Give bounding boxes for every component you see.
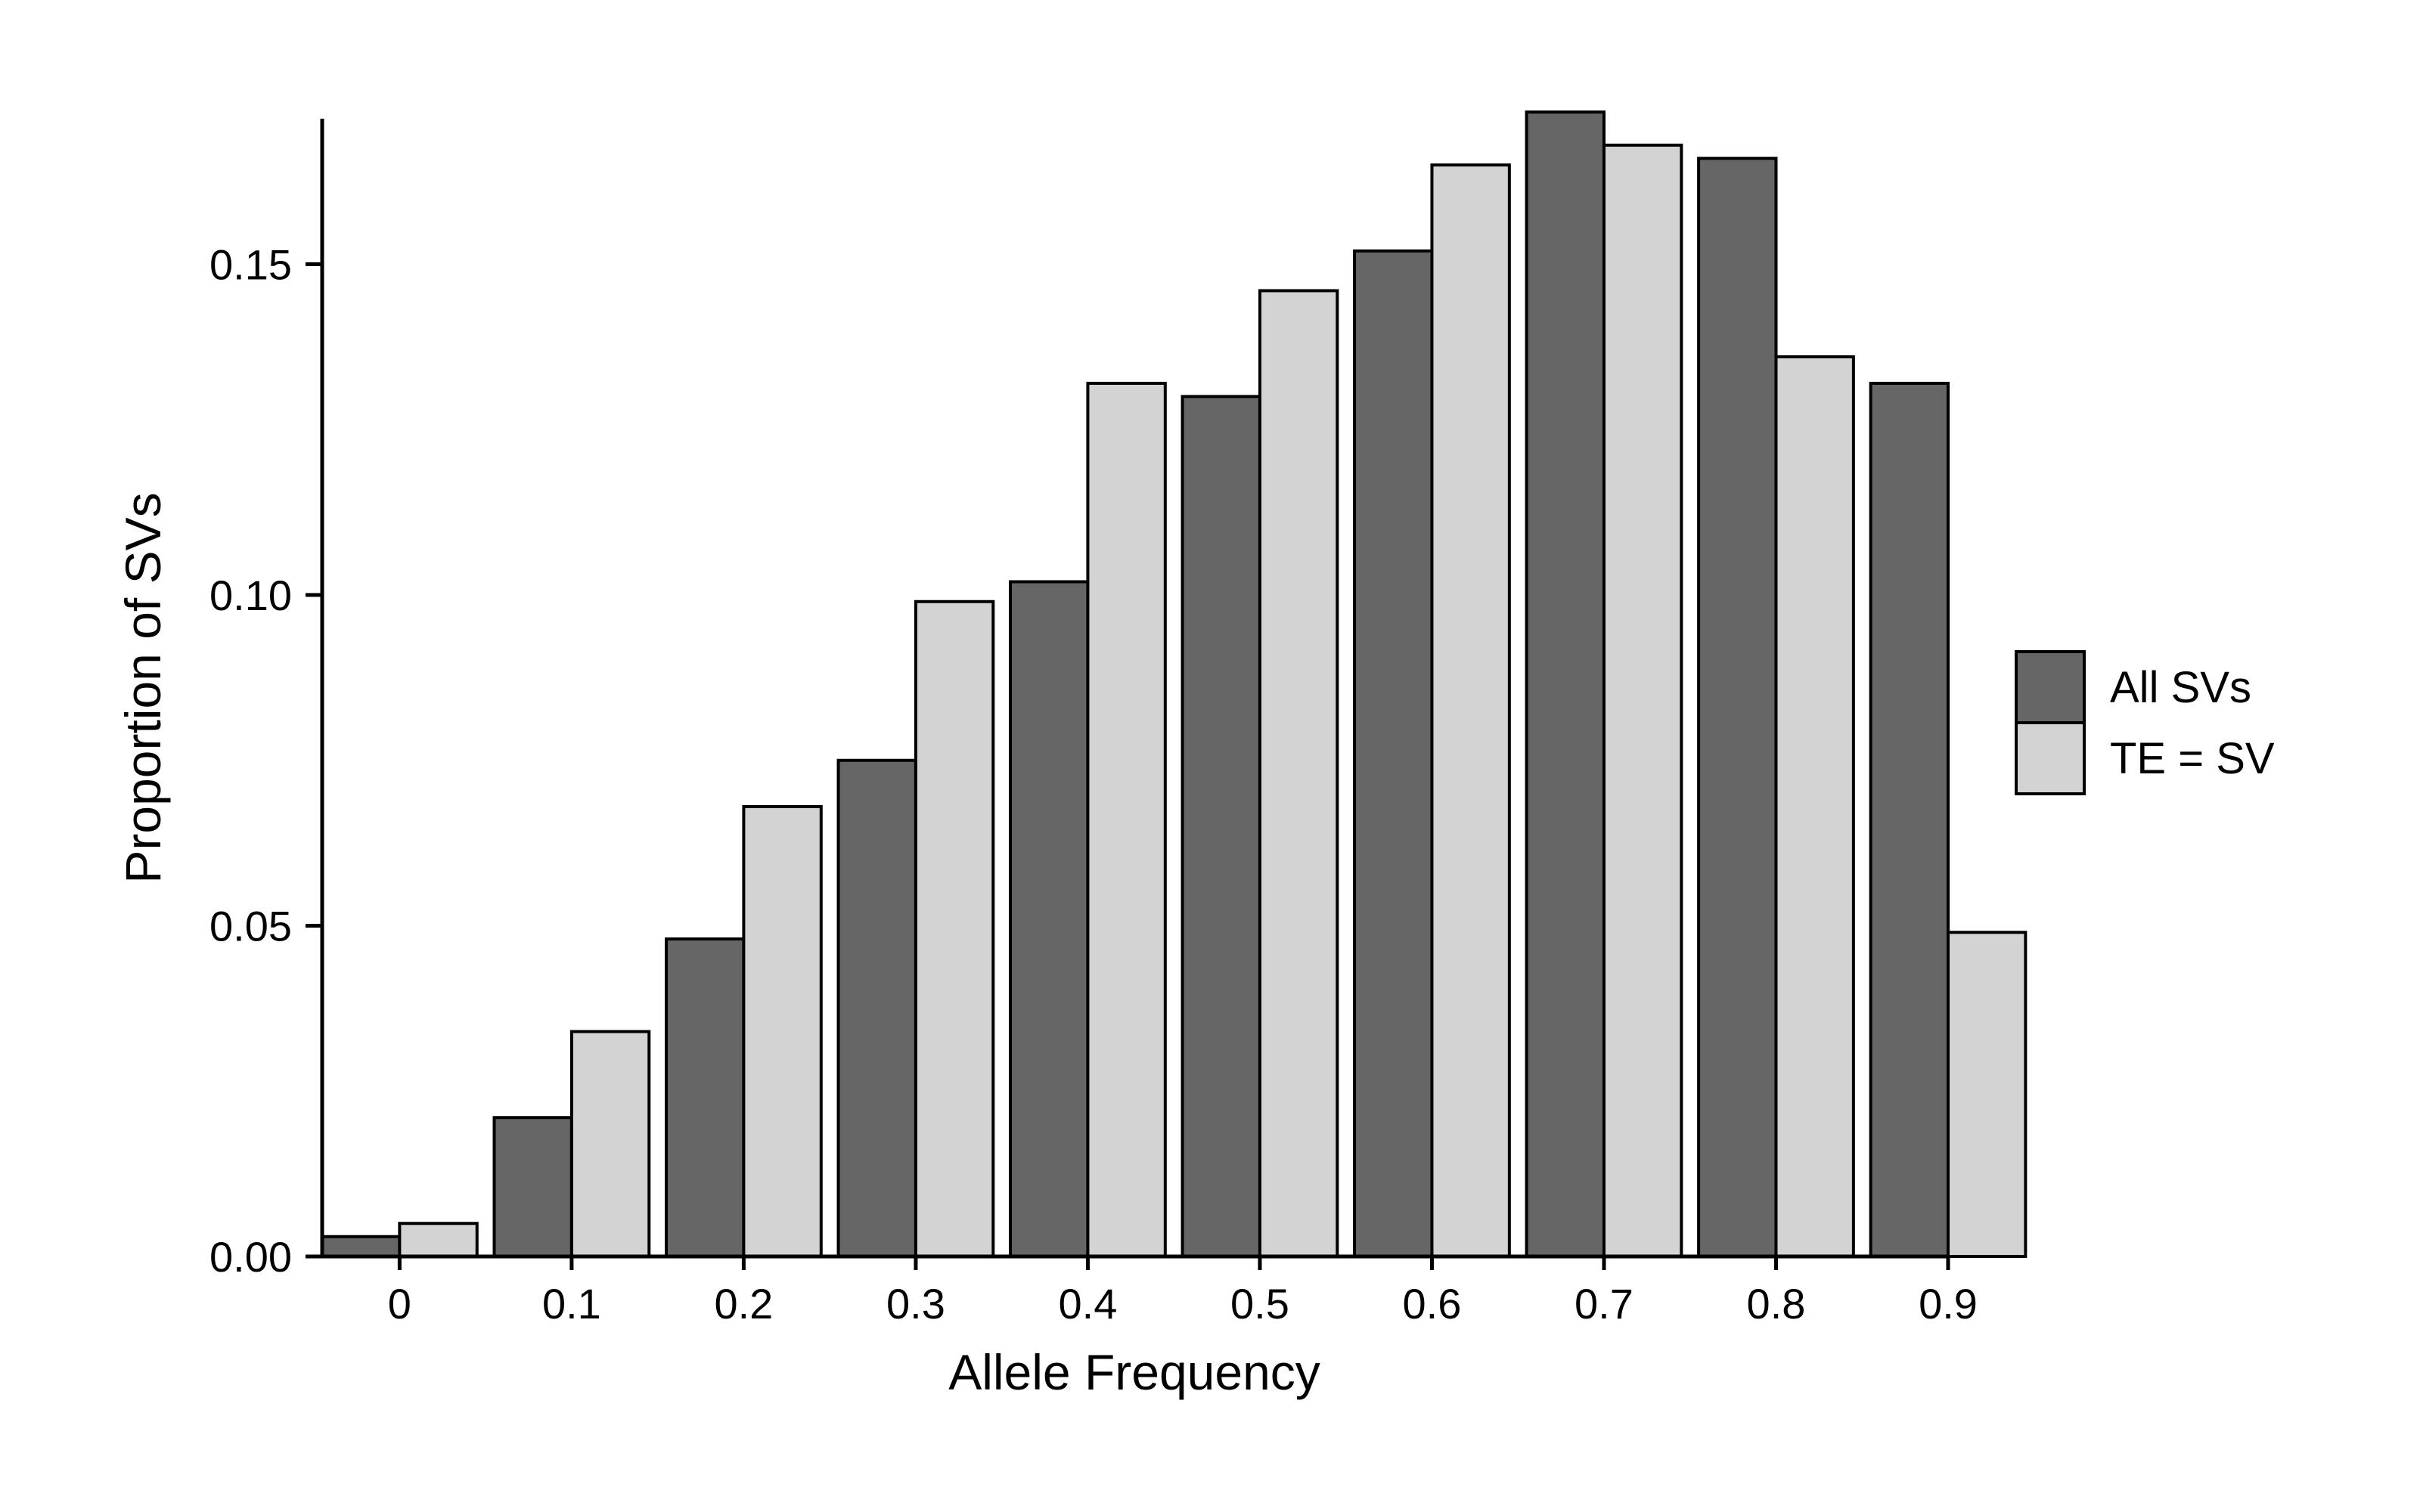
bar-all-svs-4 [1009,580,1090,1258]
bar-all-svs-5 [1181,395,1261,1258]
bar-te-sv-3 [914,600,995,1258]
y-axis-title: Proportion of SVs [115,492,171,883]
bar-all-svs-8 [1697,156,1778,1258]
legend: All SVs TE = SV [2015,650,2275,795]
bar-all-svs-7 [1525,110,1606,1258]
bar-all-svs-3 [836,758,917,1258]
bar-te-sv-1 [569,1030,651,1258]
bar-all-svs-6 [1353,249,1434,1258]
y-tick-label: 0.05 [209,903,292,950]
legend-swatch-te-sv [2015,721,2086,795]
y-tick-label: 0.00 [209,1233,292,1281]
x-axis-ticks: 0 0.1 0.2 0.3 0.4 0.5 0.6 0.7 0.8 0.9 [388,1256,1978,1328]
x-tick-label: 0.7 [1575,1280,1634,1328]
legend-label-te-sv: TE = SV [2110,734,2275,783]
x-tick-label: 0.1 [542,1280,601,1328]
bar-te-sv-7 [1602,144,1683,1258]
x-axis-title: Allele Frequency [948,1344,1320,1400]
bar-all-svs-9 [1869,382,1950,1258]
x-tick-label: 0 [388,1280,411,1328]
y-axis-ticks: 0.00 0.05 0.10 0.15 [209,241,322,1281]
x-tick-label: 0.5 [1230,1280,1289,1328]
x-tick-label: 0.2 [714,1280,773,1328]
bar-te-sv-5 [1258,289,1339,1258]
y-tick-label: 0.15 [209,241,292,289]
bar-te-sv-4 [1086,382,1167,1258]
x-tick-label: 0.8 [1747,1280,1806,1328]
x-tick-label: 0.3 [886,1280,945,1328]
bar-te-sv-8 [1774,355,1855,1258]
x-tick-label: 0.4 [1059,1280,1118,1328]
axes-group [320,119,1948,1259]
y-tick-label: 0.10 [209,572,292,619]
bar-te-sv-6 [1430,163,1511,1258]
x-tick-label: 0.9 [1919,1280,1978,1328]
bar-te-sv-0 [398,1222,479,1258]
x-tick-label: 0.6 [1403,1280,1462,1328]
bar-te-sv-2 [742,805,823,1258]
legend-swatch-all-svs [2015,650,2086,724]
bars-group [321,110,2028,1258]
legend-label-all-svs: All SVs [2110,663,2251,712]
bar-all-svs-1 [492,1116,573,1258]
bar-all-svs-0 [321,1235,402,1258]
bar-te-sv-9 [1947,931,2028,1258]
bar-all-svs-2 [665,937,746,1258]
